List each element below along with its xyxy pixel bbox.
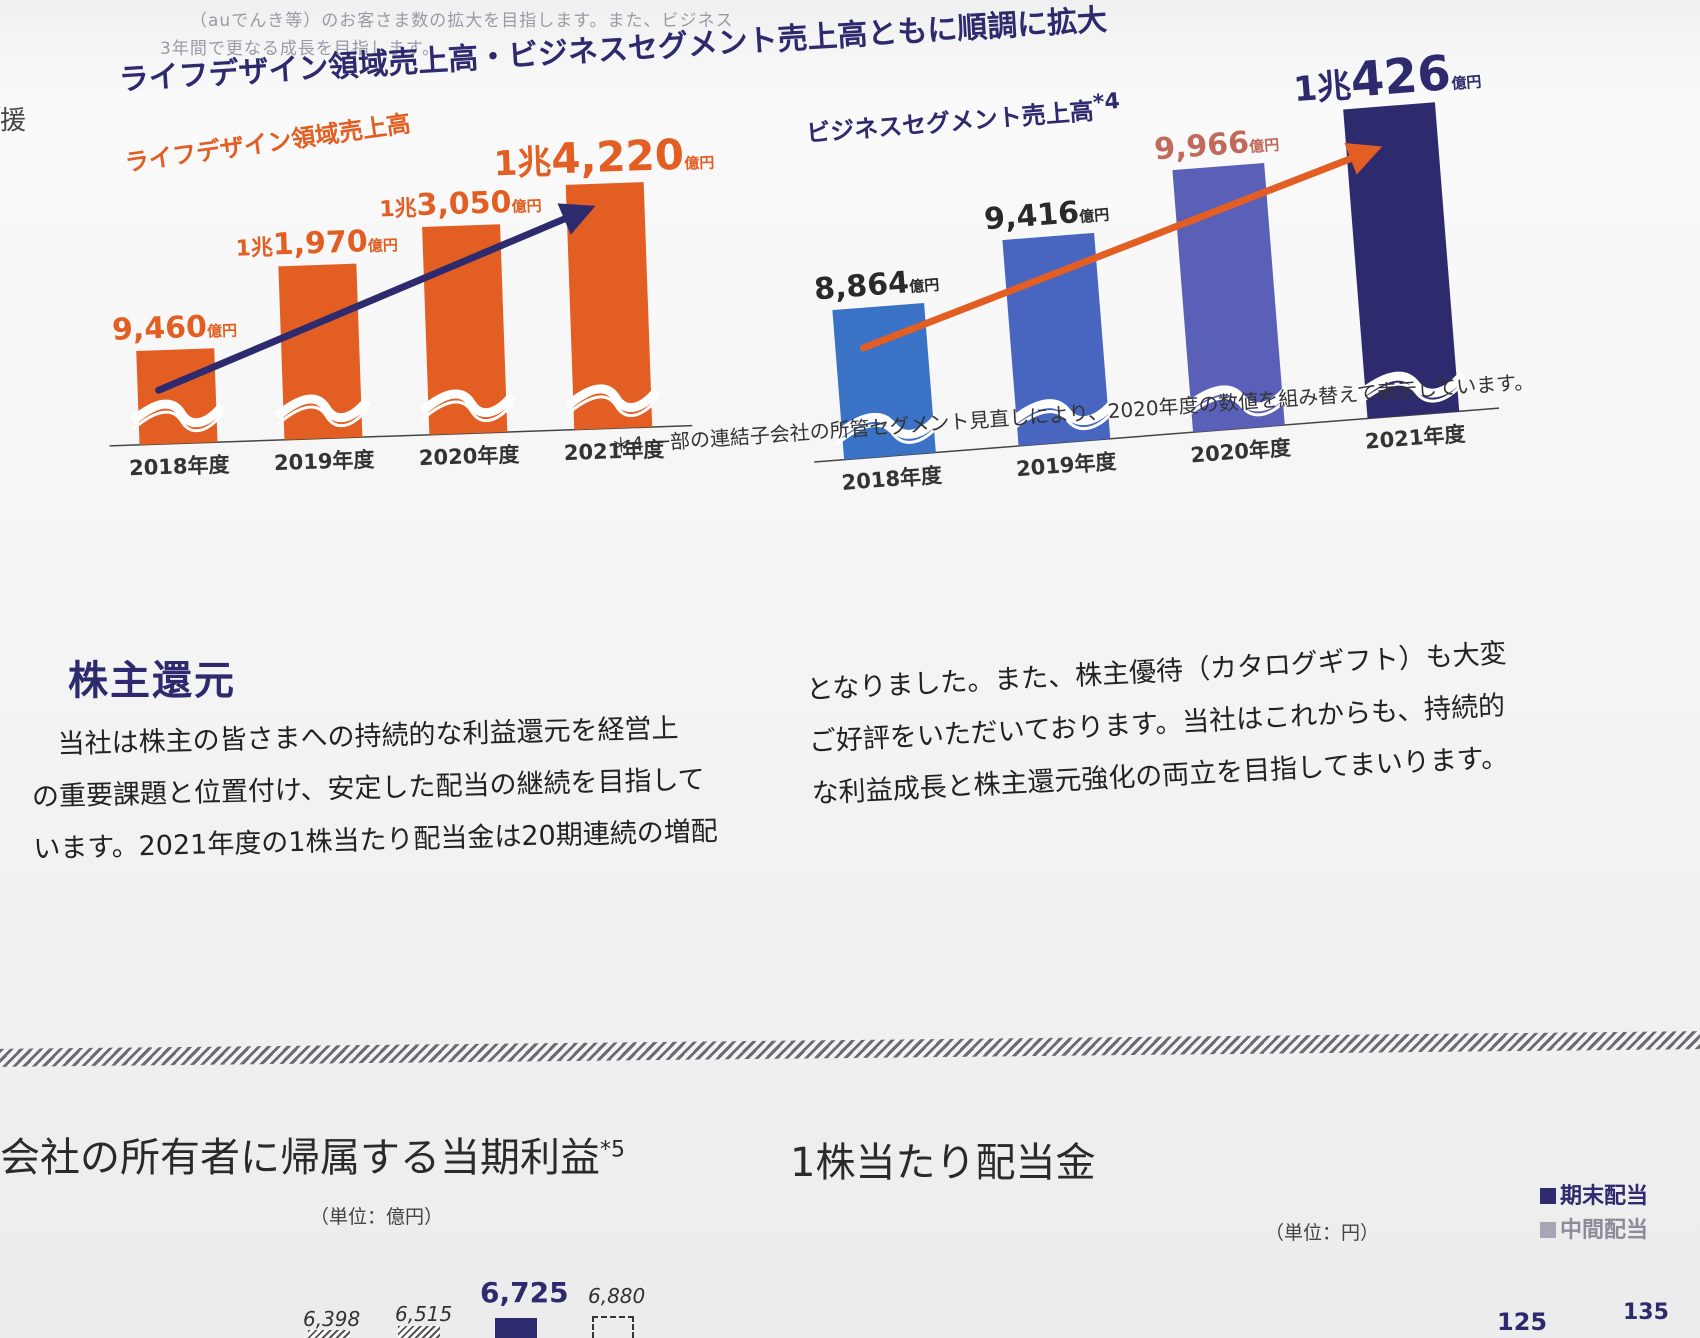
life-design-chart: ライフデザイン領域売上高 2018年度 9,460億円 2019年度 1兆1,970億… [63,83,778,537]
value-label-number: 9,416 [983,195,1080,237]
value-label-number: 3,050 [416,185,512,223]
value-label: 9,460億円 [111,308,237,347]
margin-text: 援 [0,106,27,136]
dividend-value: 135 [1623,1300,1669,1325]
profit-value: 6,515 [395,1302,453,1326]
axis-break-wave [566,395,659,417]
value-label-prefix: 1兆 [235,236,273,262]
value-label-number: 426 [1348,45,1452,109]
axis-break-wave [1356,371,1466,399]
axis-break-wave [1007,399,1117,427]
profit-unit-note: （単位：億円） [310,1206,444,1228]
value-label-unit: 億円 [368,236,399,255]
legend-swatch [1540,1222,1556,1238]
axis-break-wave [1184,395,1290,418]
axis-break-wave [833,412,943,440]
top-band [0,0,1700,100]
axis-break-wave [129,399,226,428]
category-label: 2018年度 [841,463,943,495]
value-label-unit: 億円 [909,276,940,296]
trend-arrow [155,212,576,394]
legend-label: 期末配当 [1560,1184,1649,1209]
dividend-chart-title: 1株当たり配当金 [790,1140,1096,1186]
axis-break-wave [419,389,516,417]
category-label: 2020年度 [1190,436,1292,468]
profit-value: 6,880 [588,1284,646,1308]
axis-break-wave [276,405,369,427]
axis-break-wave [1182,385,1292,413]
category-label: 2019年度 [274,448,375,475]
profit-value: 6,398 [303,1307,361,1331]
category-label: 2020年度 [419,443,520,470]
profit-bar [308,1330,350,1338]
axis-break-wave [564,384,661,412]
category-label: 2021年度 [563,438,664,465]
body-text-left: 当社は株主の皆さまへの持続的な利益還元を経営上 の重要課題と位置付け、安定した配… [30,701,754,876]
trend-arrow [859,152,1362,352]
value-label-unit: 億円 [684,154,715,173]
value-label-unit: 億円 [207,321,238,340]
intro-text-line-1: （auでんき等）のお客さま数の拡大を目指します。また、ビジネス [190,11,734,31]
profit-bar [398,1326,440,1338]
axis-break-wave [1010,409,1116,432]
profit-title-note: *5 [600,1137,625,1163]
business-segment-chart-svg: 2018年度8,864億円2019年度9,416億円2020年度9,966億円2… [813,43,1500,495]
bar-2019年度 [278,263,363,440]
profit-bar-forecast [592,1316,634,1338]
bar-2021年度 [565,182,653,430]
bar-2021年度 [1343,102,1460,419]
value-label-number: 4,220 [550,130,684,184]
legend-label: 中間配当 [1560,1218,1649,1243]
dividend-unit-note: （単位：円） [1265,1222,1380,1244]
section-title-shareholder-returns: 株主還元 [68,658,236,704]
value-label-number: 8,864 [813,265,910,307]
value-label: 8,864億円 [813,263,940,308]
value-label-prefix: 1兆 [493,142,552,184]
value-label: 9,966億円 [1153,123,1280,168]
category-label: 2018年度 [129,453,230,480]
profit-chart-title: 会社の所有者に帰属する当期利益*5 [0,1125,625,1183]
chart-title-note: *4 [1091,89,1121,117]
profit-value: 6,725 [480,1276,569,1309]
profit-title-text: 会社の所有者に帰属する当期利益 [0,1135,600,1181]
axis-break-wave [835,423,941,446]
business-segment-chart: ビジネスセグメント売上高*4 2018年度 8,864億円 2019年度 9,416億… [773,0,1657,533]
value-label-number: 1,970 [272,224,368,262]
bar-2020年度 [422,224,508,435]
category-label: 2021年度 [1364,422,1466,454]
value-label: 1兆4,220億円 [493,129,715,186]
value-label-number: 9,966 [1153,125,1250,167]
bar-2018年度 [136,348,218,445]
intro-text-line-2: 3年間で更なる成長を目指します。 [160,39,441,59]
axis-break-wave [274,394,371,422]
value-label-unit: 億円 [511,197,542,216]
value-label: 1兆1,970億円 [235,223,398,264]
value-label-number: 9,460 [111,310,207,348]
value-label: 9,416億円 [983,193,1110,238]
value-label-unit: 億円 [1451,73,1482,93]
value-label-unit: 億円 [1249,136,1280,156]
value-label: 1兆426億円 [1291,43,1483,114]
trend-arrowhead [557,203,596,235]
value-label-prefix: 1兆 [379,196,417,222]
value-label-prefix: 1兆 [1292,66,1353,110]
legend-year-end-dividend: 期末配当 [1540,1178,1648,1210]
axis-break-wave [421,400,514,422]
value-label: 1兆3,050億円 [379,184,542,225]
category-label: 2019年度 [1015,449,1117,481]
trend-arrowhead [1344,142,1383,175]
legend-interim-dividend: 中間配当 [1540,1212,1648,1244]
dividend-value: 125 [1497,1308,1548,1336]
legend-swatch [1540,1188,1556,1204]
axis-break-wave [132,410,224,433]
value-label-unit: 億円 [1079,206,1110,226]
profit-bar [495,1318,537,1338]
bar-2020年度 [1172,162,1285,433]
life-design-chart-svg: 2018年度9,460億円2019年度1兆1,970億円2020年度1兆3,05… [109,129,715,480]
axis-break-wave [1359,381,1465,405]
